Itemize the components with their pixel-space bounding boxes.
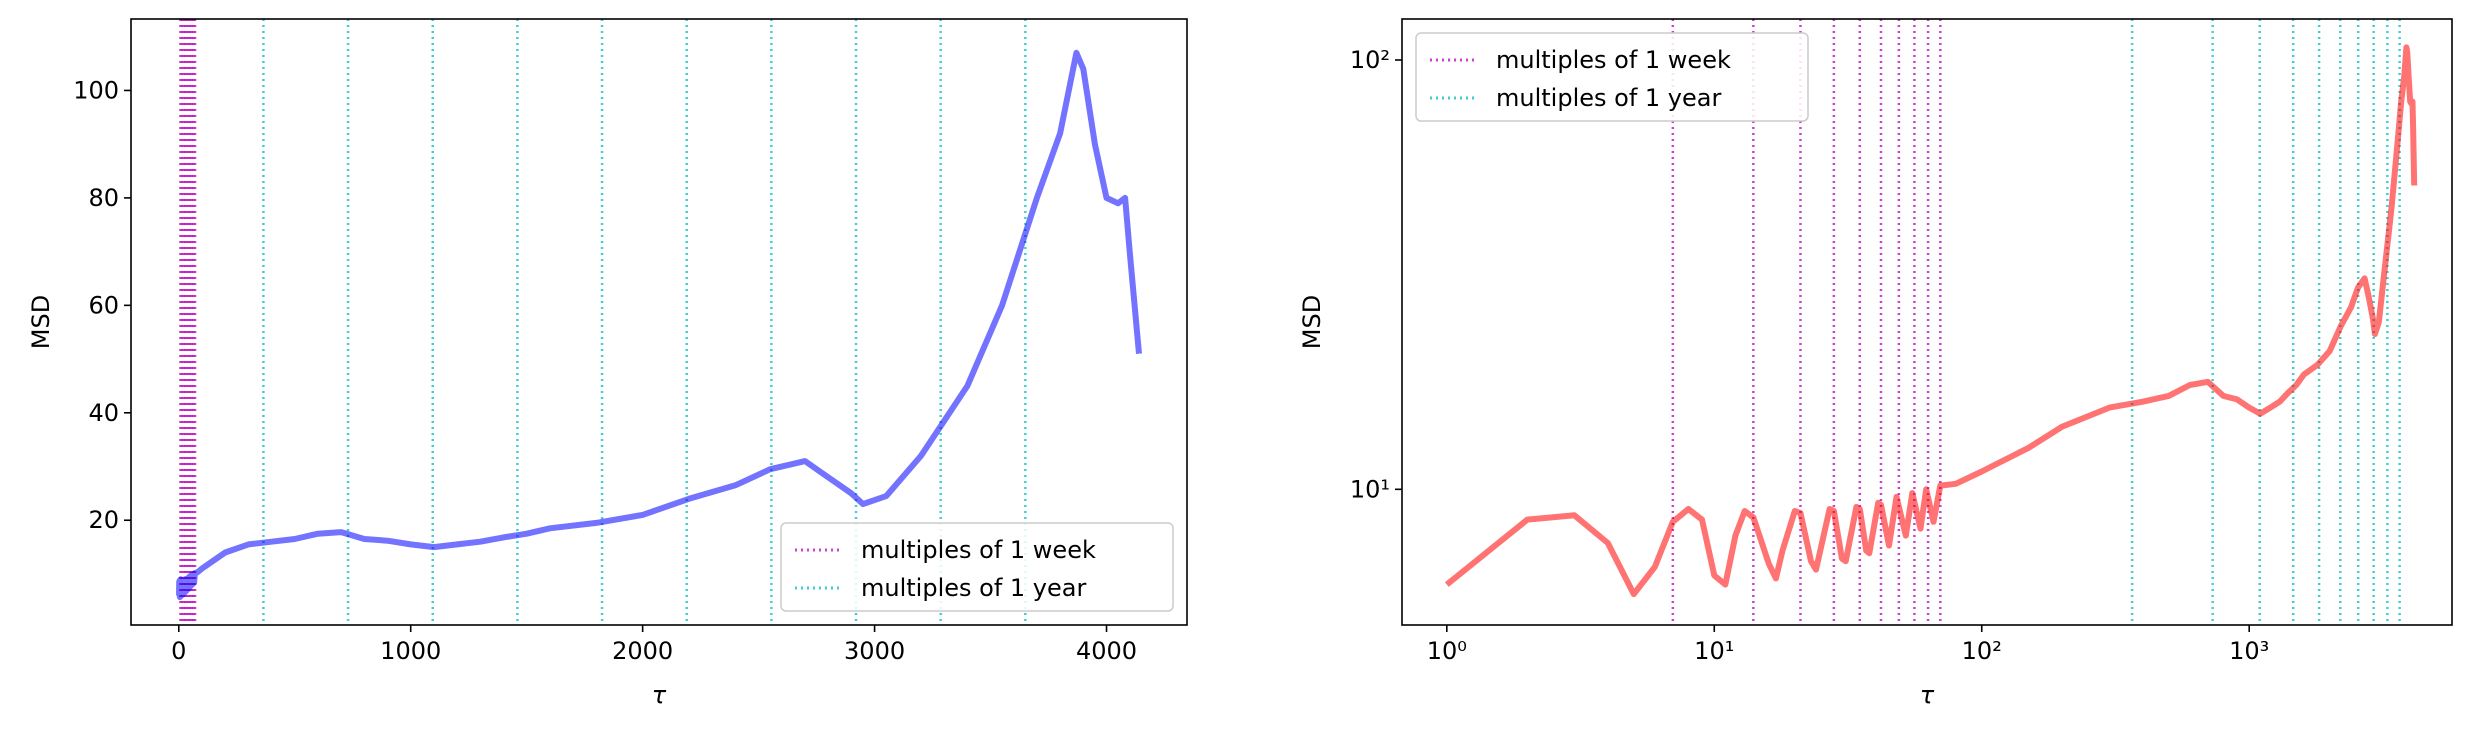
y-axis-label: MSD xyxy=(27,295,55,349)
plot-frame xyxy=(130,18,1188,626)
x-tick-label: 10³ xyxy=(2229,637,2269,665)
x-tick-label: 0 xyxy=(171,637,186,665)
chart: 10⁰ 10¹ 10² 10³ 10¹ 10² τ MSD multiples of 1 wee… xyxy=(1298,18,2453,709)
plot-frame xyxy=(1401,18,2453,626)
x-tick-label: 10² xyxy=(1962,637,2002,665)
legend-box xyxy=(1415,32,1809,122)
x-axis-label: τ xyxy=(1920,681,1935,709)
x-tick-label: 10⁰ xyxy=(1427,637,1467,665)
y-tick-label: 80 xyxy=(88,184,119,212)
y-tick-label: 20 xyxy=(88,506,119,534)
chart: 0 1000 2000 3000 4000 20 40 60 80 100 τ MSD multiple… xyxy=(27,18,1188,709)
y-axis-label: MSD xyxy=(1298,295,1326,349)
y-tick-label: 40 xyxy=(88,399,119,427)
x-tick-label: 4000 xyxy=(1076,637,1137,665)
x-tick-label: 2000 xyxy=(612,637,673,665)
y-tick-label: 10¹ xyxy=(1350,475,1390,503)
legend-label: multiples of 1 year xyxy=(1496,84,1721,112)
legend-box xyxy=(780,522,1174,612)
data-line xyxy=(1444,44,2418,598)
x-tick-label: 1000 xyxy=(380,637,441,665)
y-tick-label: 60 xyxy=(88,291,119,319)
x-axis-label: τ xyxy=(652,681,667,709)
legend-label: multiples of 1 week xyxy=(1496,46,1731,74)
y-tick-label: 10² xyxy=(1350,46,1390,74)
x-tick-label: 3000 xyxy=(844,637,905,665)
data-line xyxy=(176,49,1142,601)
y-tick-label: 100 xyxy=(73,76,119,104)
legend-label: multiples of 1 year xyxy=(861,574,1086,602)
x-tick-label: 10¹ xyxy=(1694,637,1734,665)
legend-label: multiples of 1 week xyxy=(861,536,1096,564)
